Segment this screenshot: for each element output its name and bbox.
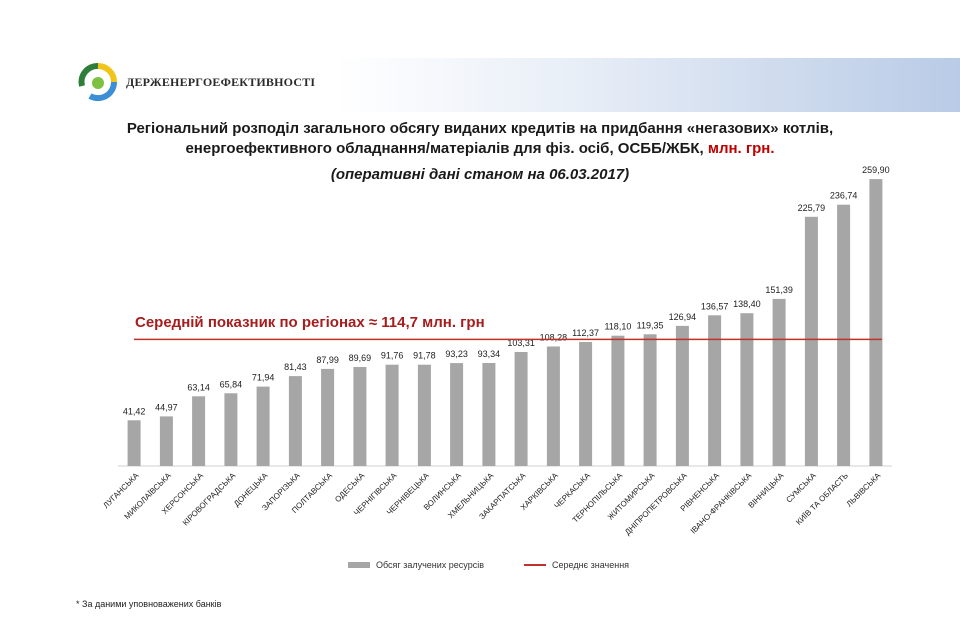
bar	[256, 386, 270, 466]
bar	[159, 416, 173, 466]
average-label: Середній показник по регіонах ≈ 114,7 мл…	[135, 314, 485, 331]
data-label: 236,74	[830, 191, 858, 201]
data-label: 112,37	[572, 328, 599, 338]
legend: Обсяг залучених ресурсів Середнє значенн…	[0, 560, 960, 576]
x-tick-label: ВІННИЦЬКА	[747, 471, 786, 510]
data-label: 44,97	[155, 402, 178, 412]
header-band	[0, 58, 960, 112]
bar	[772, 298, 786, 466]
bar	[837, 204, 851, 466]
data-label: 151,39	[765, 285, 793, 295]
chart-title-unit: млн. грн.	[707, 140, 775, 157]
legend-label-bars: Обсяг залучених ресурсів	[376, 560, 484, 570]
data-label: 118,10	[604, 322, 631, 332]
bar	[514, 352, 528, 466]
data-label: 87,99	[316, 355, 339, 365]
data-label: 89,69	[349, 353, 372, 363]
x-tick-label: СУМСЬКА	[784, 471, 818, 505]
bar	[450, 363, 464, 466]
bar	[353, 367, 367, 466]
footnote: * За даними уповноважених банків	[76, 599, 222, 609]
data-label: 93,23	[445, 349, 468, 359]
chart-subtitle: (оперативні дані станом на 06.03.2017)	[330, 166, 630, 183]
bar	[804, 216, 818, 466]
data-label: 119,35	[637, 320, 664, 330]
data-label: 103,31	[507, 338, 535, 348]
data-label: 126,94	[669, 312, 697, 322]
x-tick-label: ЛЬВІВСЬКА	[845, 471, 883, 509]
legend-item-bars: Обсяг залучених ресурсів	[348, 560, 484, 570]
bar	[675, 325, 689, 466]
bar	[869, 179, 883, 466]
bar	[740, 313, 754, 466]
bar	[224, 393, 238, 466]
x-tick-label: ОДЕСЬКА	[333, 471, 367, 505]
data-label: 71,94	[252, 373, 275, 383]
bar	[643, 334, 657, 466]
org-name: ДЕРЖЕНЕРГОЕФЕКТИВНОСТІ	[126, 75, 316, 89]
bar	[192, 396, 206, 466]
x-tick-label: ДНІПРОПЕТРОВСЬКА	[623, 471, 689, 537]
legend-item-average: Середнє значення	[524, 560, 629, 570]
bar	[546, 346, 560, 466]
bar	[708, 315, 722, 466]
bar	[579, 342, 593, 466]
bar	[288, 376, 302, 466]
data-label: 138,40	[733, 299, 761, 309]
data-label: 136,57	[701, 301, 729, 311]
logo-icon	[78, 62, 118, 102]
data-label: 65,84	[220, 379, 243, 389]
chart-title-line2: енергоефективного обладнання/матеріалів …	[40, 139, 920, 158]
data-label: 259,90	[862, 165, 890, 175]
data-label: 93,34	[478, 349, 501, 359]
bar	[385, 364, 399, 466]
data-label: 63,14	[187, 382, 210, 392]
legend-label-average: Середнє значення	[552, 560, 630, 570]
chart-title-line1: Регіональний розподіл загального обсягу …	[126, 120, 834, 137]
data-label: 91,76	[381, 351, 404, 361]
legend-swatch-bars	[348, 562, 370, 568]
data-label: 225,79	[798, 203, 826, 213]
bar	[482, 363, 496, 466]
data-label: 91,78	[413, 351, 436, 361]
data-label: 108,28	[540, 333, 568, 343]
bar	[321, 368, 335, 466]
chart-title-text: енергоефективного обладнання/матеріалів …	[185, 140, 704, 157]
bar	[127, 420, 141, 466]
bar	[611, 335, 625, 466]
bar-chart: 41,42ЛУГАНСЬКА44,97МИКОЛАЇВСЬКА63,14ХЕРС…	[101, 165, 892, 537]
legend-swatch-average	[524, 564, 546, 566]
data-label: 81,43	[284, 362, 307, 372]
x-tick-label: ІВАНО-ФРАНКІВСЬКА	[689, 471, 754, 536]
bar	[417, 364, 431, 466]
data-label: 41,42	[123, 406, 146, 416]
